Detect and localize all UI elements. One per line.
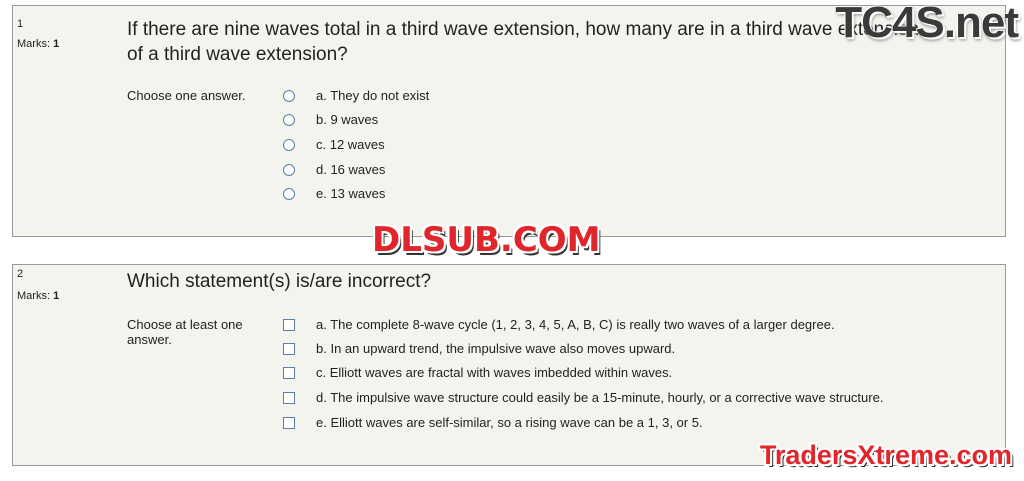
marks-label: Marks: bbox=[17, 38, 50, 50]
marks-value: 1 bbox=[53, 38, 60, 50]
radio[interactable] bbox=[283, 90, 295, 102]
question-card: 1 Marks: 1 If there are nine waves total i… bbox=[12, 5, 1006, 237]
option-label[interactable]: d. The impulsive wave structure could ea… bbox=[316, 390, 884, 405]
checkbox[interactable] bbox=[283, 417, 295, 429]
radio[interactable] bbox=[283, 114, 295, 126]
option-label[interactable]: c. 12 waves bbox=[316, 137, 385, 152]
option-label[interactable]: b. In an upward trend, the impulsive wav… bbox=[316, 341, 676, 356]
watermark: TC4S.net bbox=[835, 0, 1019, 47]
watermark: DLSUB.COM bbox=[372, 220, 601, 260]
option-label[interactable]: a. They do not exist bbox=[316, 88, 430, 103]
radio[interactable] bbox=[283, 164, 295, 176]
option-label[interactable]: d. 16 waves bbox=[316, 162, 386, 177]
instruction: Choose one answer. bbox=[127, 88, 246, 103]
watermark: TradersXtreme.com bbox=[759, 440, 1012, 470]
radio[interactable] bbox=[283, 188, 295, 200]
marks-value: 1 bbox=[53, 290, 60, 302]
option-label[interactable]: e. 13 waves bbox=[316, 186, 386, 201]
question-number: 1 bbox=[17, 18, 24, 30]
checkbox[interactable] bbox=[283, 343, 295, 355]
option-label[interactable]: a. The complete 8-wave cycle (1, 2, 3, 4… bbox=[316, 317, 835, 332]
question-number: 2 bbox=[17, 268, 24, 280]
checkbox[interactable] bbox=[283, 319, 295, 331]
marks: Marks: 1 bbox=[17, 290, 59, 302]
checkbox[interactable] bbox=[283, 392, 295, 404]
option-label[interactable]: e. Elliott waves are self-similar, so a … bbox=[316, 415, 703, 430]
marks-label: Marks: bbox=[17, 290, 50, 302]
question-card: 2 Marks: 1 Which statement(s) is/are incor… bbox=[12, 264, 1006, 466]
question-text: Which statement(s) is/are incorrect? bbox=[127, 271, 432, 292]
marks: Marks: 1 bbox=[17, 38, 59, 50]
option-label[interactable]: b. 9 waves bbox=[316, 112, 379, 127]
question-text: If there are nine waves total in a third… bbox=[127, 19, 920, 65]
checkbox[interactable] bbox=[283, 367, 295, 379]
option-label[interactable]: c. Elliott waves are fractal with waves … bbox=[316, 365, 673, 380]
radio[interactable] bbox=[283, 139, 295, 151]
instruction: Choose at least one answer. bbox=[127, 317, 243, 347]
